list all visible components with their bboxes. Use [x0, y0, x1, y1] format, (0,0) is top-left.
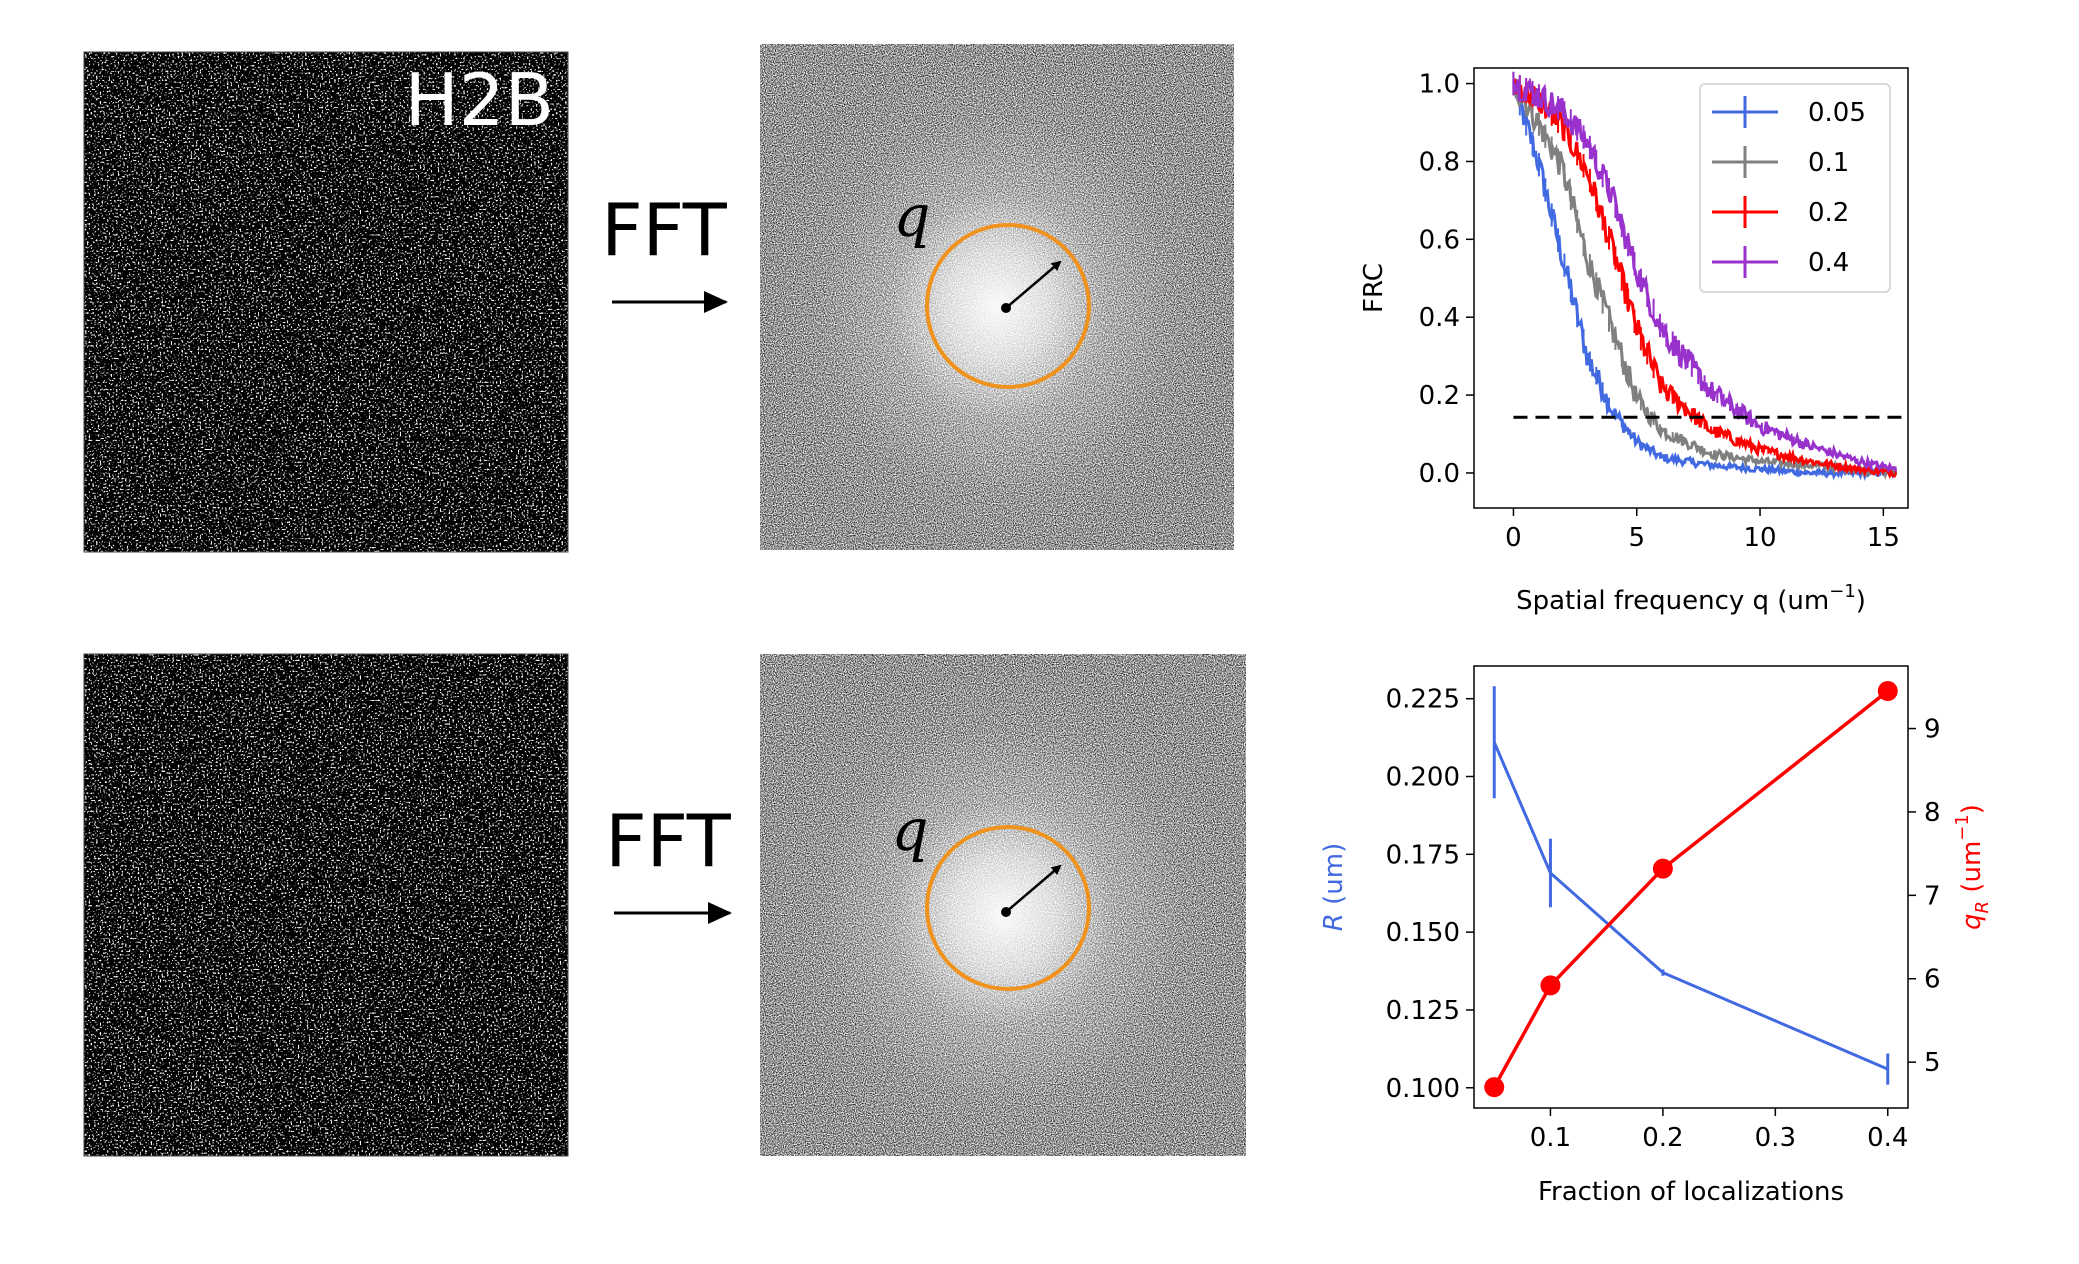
frc-x-axis-label-sup: −1	[1829, 581, 1856, 602]
resolution-qr-point	[1484, 1077, 1505, 1098]
frc-x-tick-label: 0	[1505, 523, 1522, 553]
q-label-bottom: q	[891, 796, 928, 864]
fft-image-top	[760, 44, 1234, 550]
frc-x-tick-label: 10	[1743, 523, 1776, 553]
resolution-chart: 0.1 0.2 0.3 0.4 0.100 0.125 0.150 0.175 0.200 0.2…	[1319, 665, 1993, 1207]
fft-label-bottom: FFT	[605, 799, 732, 883]
resolution-left-axis-label: R (um)	[1319, 843, 1349, 931]
radius-arrow-bottom	[1005, 864, 1062, 913]
resolution-qr-point	[1540, 975, 1561, 996]
frc-x-axis-label-prefix: Spatial frequency q (um	[1516, 586, 1829, 616]
frc-x-tick-label: 15	[1867, 523, 1900, 553]
frc-x-axis-label: Spatial frequency q (um−1)	[1516, 581, 1866, 616]
frc-legend-label: 0.05	[1808, 98, 1866, 128]
resolution-x-tick-label: 0.4	[1867, 1123, 1908, 1153]
resolution-r-line	[1492, 741, 1889, 1071]
resolution-x-tick-label: 0.1	[1530, 1123, 1571, 1153]
frc-y-tick-label: 0.0	[1419, 459, 1460, 489]
resolution-left-tick-label: 0.200	[1386, 763, 1460, 793]
resolution-left-tick-label: 0.125	[1386, 996, 1460, 1026]
resolution-x-tick-label: 0.2	[1642, 1123, 1683, 1153]
q-label-top: q	[893, 182, 930, 250]
resolution-qr-point	[1877, 681, 1898, 702]
frc-legend-label: 0.4	[1808, 248, 1849, 278]
resolution-right-axis-label-sub: R	[1972, 901, 1993, 914]
radius-arrow-top	[1005, 260, 1062, 309]
resolution-right-axis-label-unit-suffix: )	[1957, 804, 1987, 814]
microscopy-image-bottom	[83, 653, 569, 1157]
resolution-left-axis-label-var: R	[1319, 913, 1349, 931]
frc-x-tick-label: 5	[1628, 523, 1645, 553]
frc-y-tick-label: 1.0	[1419, 70, 1460, 100]
microscopy-image-top	[83, 51, 569, 553]
frc-y-axis-label: FRC	[1359, 263, 1389, 313]
resolution-plot-frame	[1473, 665, 1909, 1109]
frc-legend-label: 0.2	[1808, 198, 1849, 228]
resolution-right-axis-label-unit-sup: −1	[1952, 814, 1973, 841]
frc-y-tick-label: 0.6	[1419, 225, 1460, 255]
resolution-left-tick-label: 0.100	[1386, 1074, 1460, 1104]
frc-y-tick-label: 0.2	[1419, 381, 1460, 411]
frc-y-tick-label: 0.4	[1419, 303, 1460, 333]
resolution-left-axis-label-unit: (um)	[1319, 843, 1349, 913]
h2b-label: H2B	[405, 58, 554, 142]
fft-label-top: FFT	[601, 188, 728, 272]
frc-legend-label: 0.1	[1808, 148, 1849, 178]
resolution-right-tick-label: 9	[1924, 715, 1941, 745]
resolution-right-tick-label: 7	[1924, 881, 1941, 911]
resolution-right-tick-label: 5	[1924, 1048, 1941, 1078]
resolution-right-tick-label: 6	[1924, 965, 1941, 995]
frc-x-axis-label-suffix: )	[1856, 586, 1866, 616]
resolution-left-tick-label: 0.175	[1386, 840, 1460, 870]
resolution-left-tick-label: 0.225	[1386, 685, 1460, 715]
resolution-right-tick-label: 8	[1924, 798, 1941, 828]
frc-chart: 0 5 10 15 0.0 0.2 0.4 0.6 0.8 1.0 0.05 0.1 0.2 0.4 F…	[1359, 67, 1909, 616]
frc-legend: 0.05 0.1 0.2 0.4	[1699, 83, 1891, 293]
resolution-qr-line	[1492, 689, 1889, 1088]
resolution-right-axis-label-var: q	[1957, 913, 1987, 930]
resolution-right-axis-label-unit-prefix: (um	[1957, 841, 1987, 901]
resolution-right-axis-label: qR (um−1)	[1952, 804, 1993, 930]
resolution-qr-point	[1652, 858, 1673, 879]
radius-circle-top	[925, 223, 1091, 389]
radius-circle-bottom	[925, 825, 1091, 991]
frc-legend-box	[1699, 83, 1891, 293]
resolution-left-tick-label: 0.150	[1386, 918, 1460, 948]
fft-image-bottom	[760, 654, 1246, 1156]
frc-y-tick-label: 0.8	[1419, 147, 1460, 177]
resolution-x-tick-label: 0.3	[1755, 1123, 1796, 1153]
resolution-x-axis-label: Fraction of localizations	[1538, 1177, 1844, 1207]
